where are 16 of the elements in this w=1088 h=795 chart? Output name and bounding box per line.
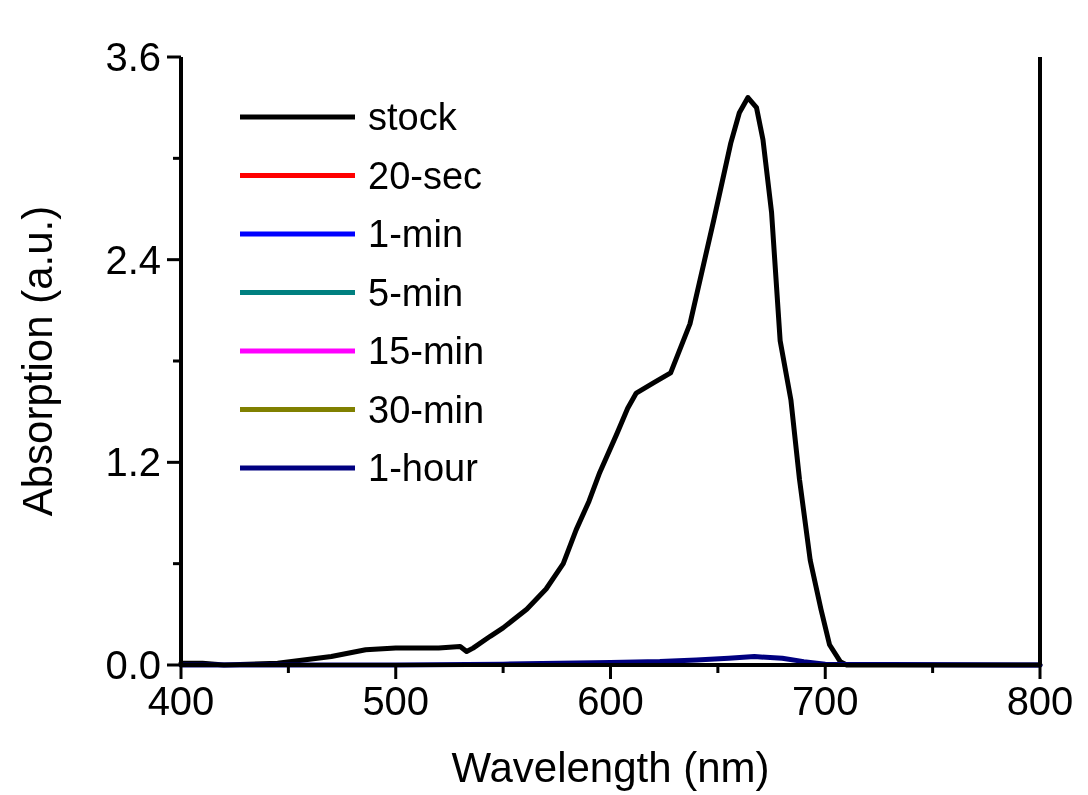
y-axis-title: Absorption (a.u.)	[14, 205, 61, 517]
y-tick-label: 3.6	[105, 35, 161, 79]
legend-label: stock	[368, 96, 458, 138]
y-tick-label: 2.4	[105, 237, 161, 282]
legend-label: 15-min	[368, 330, 485, 372]
legend-label: 1-hour	[368, 447, 479, 489]
legend-label: 30-min	[368, 388, 485, 431]
legend-label: 20-sec	[368, 154, 483, 197]
x-axis-title: Wavelength (nm)	[451, 744, 770, 791]
x-tick-label: 500	[362, 679, 430, 723]
y-tick-label: 1.2	[105, 440, 161, 485]
legend-label: 5-min	[368, 271, 464, 314]
x-tick-label: 600	[577, 679, 644, 723]
x-tick-label: 700	[791, 679, 859, 723]
x-tick-label: 800	[1006, 679, 1074, 723]
legend-label: 1-min	[368, 213, 464, 255]
